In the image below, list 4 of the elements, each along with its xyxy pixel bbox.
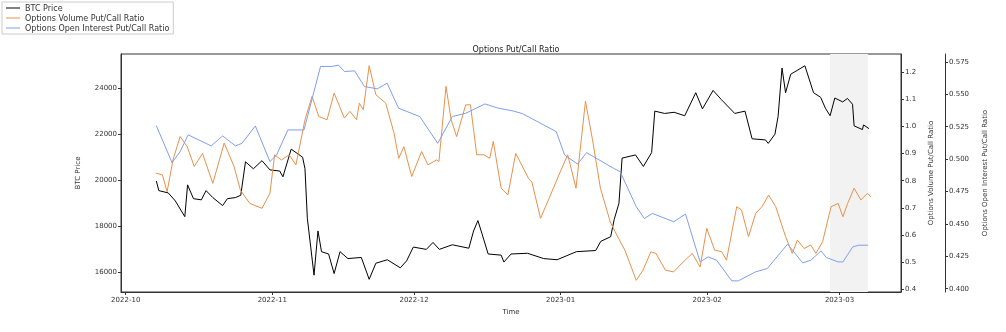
legend-label: BTC Price (25, 3, 63, 13)
chart-title: Options Put/Call Ratio (472, 44, 560, 54)
legend-label: Options Open Interest Put/Call Ratio (25, 23, 170, 33)
legend-label: Options Volume Put/Call Ratio (25, 13, 145, 23)
